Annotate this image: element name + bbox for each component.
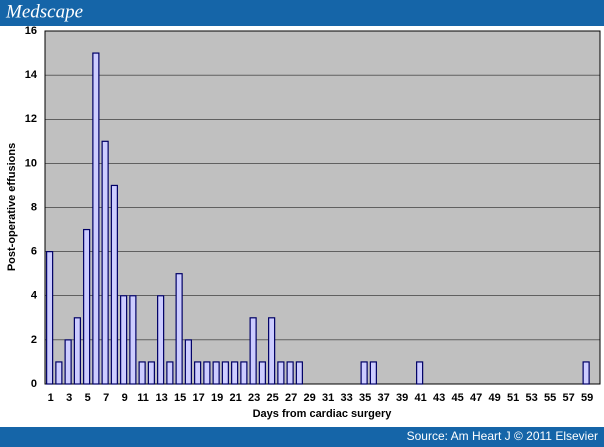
bar [138,361,146,385]
y-tick-label: 12 [25,113,37,125]
bar [212,361,220,385]
x-tick-label: 53 [526,392,538,404]
x-tick-label: 47 [470,392,482,404]
bar [295,361,303,385]
bar [416,361,424,385]
y-tick-label: 2 [31,334,37,346]
x-tick-label: 57 [563,392,575,404]
bar [369,361,377,385]
x-tick-label: 1 [48,392,54,404]
x-tick-label: 21 [230,392,242,404]
x-tick-label: 7 [103,392,109,404]
bar [147,361,155,385]
bar [129,295,137,385]
x-tick-label: 49 [489,392,501,404]
bar [268,317,276,385]
y-tick-label: 4 [31,290,38,302]
x-tick-label: 39 [396,392,408,404]
y-tick-label: 10 [25,157,37,169]
header-bar [0,0,604,26]
x-tick-label: 55 [544,392,556,404]
x-tick-label: 17 [193,392,205,404]
x-tick-label: 29 [304,392,316,404]
x-tick-label: 43 [433,392,445,404]
x-tick-label: 25 [267,392,279,404]
bar [184,339,192,385]
x-tick-label: 37 [378,392,390,404]
bar [46,251,54,385]
x-axis-label: Days from cardiac surgery [253,408,393,420]
bar [221,361,229,385]
bar [64,339,72,385]
x-tick-label: 19 [211,392,223,404]
brand: Medscape [5,1,83,22]
x-tick-label: 3 [66,392,72,404]
bar [157,295,165,385]
x-tick-label: 59 [581,392,593,404]
bar [83,228,91,385]
x-tick-label: 15 [174,392,186,404]
bar [92,52,100,385]
bar [582,361,590,385]
y-tick-label: 14 [25,69,38,81]
bar [73,317,81,385]
bar [240,361,248,385]
bar [166,361,174,385]
bar [175,273,183,385]
x-tick-label: 27 [285,392,297,404]
x-tick-label: 23 [248,392,260,404]
bar [277,361,285,385]
y-tick-label: 8 [31,201,37,213]
x-tick-label: 9 [122,392,128,404]
y-axis-label: Post-operative effusions [6,143,18,271]
bar [249,317,257,385]
bar [194,361,202,385]
x-tick-label: 31 [322,392,334,404]
x-tick-label: 11 [137,392,149,404]
x-tick-label: 51 [507,392,519,404]
bar [101,140,109,385]
x-tick-label: 13 [156,392,168,404]
y-tick-label: 0 [31,378,37,390]
bar [203,361,211,385]
bar [55,361,63,385]
footer-bar [0,427,604,447]
bar [231,361,239,385]
bar [360,361,368,385]
bar [110,184,118,385]
bar [286,361,294,385]
x-tick-label: 5 [85,392,91,404]
x-tick-label: 41 [415,392,427,404]
x-tick-label: 45 [452,392,464,404]
y-tick-label: 16 [25,25,37,37]
x-tick-label: 35 [359,392,371,404]
x-tick-label: 33 [341,392,353,404]
bar [120,295,128,385]
bar [258,361,266,385]
source: Source: Am Heart J © 2011 Elsevier [407,429,598,443]
y-tick-label: 6 [31,246,37,258]
